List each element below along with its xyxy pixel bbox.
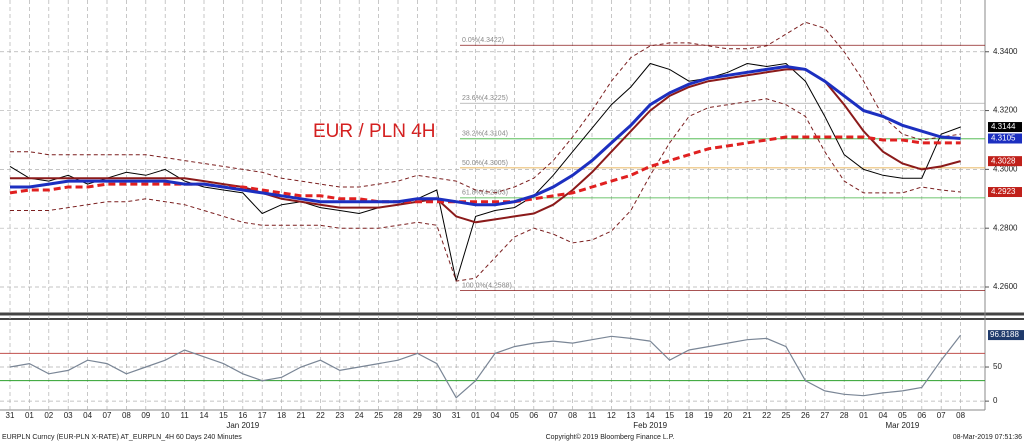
- footer-left: EURPLN Curncy (EUR-PLN X-RATE) AT_EURPLN…: [2, 434, 242, 441]
- y-tick-label: 4.3200: [993, 106, 1018, 115]
- series-line: [10, 64, 961, 207]
- fib-label: 0.0%(4.3422): [462, 37, 504, 44]
- x-tick-label: 18: [277, 411, 286, 420]
- x-tick-label: 28: [840, 411, 849, 420]
- fib-label: 61.8%(4.2903): [462, 190, 508, 197]
- last-value-label: 4.2923: [991, 187, 1016, 196]
- x-tick-label: 24: [355, 411, 364, 420]
- x-tick-label: 17: [258, 411, 267, 420]
- x-tick-label: 03: [64, 411, 73, 420]
- x-tick-label: 05: [898, 411, 907, 420]
- x-tick-label: 06: [529, 411, 538, 420]
- footer-right: 08-Mar-2019 07:51:36: [953, 434, 1022, 441]
- x-tick-label: 04: [879, 411, 888, 420]
- x-tick-label: 01: [471, 411, 480, 420]
- x-tick-label: 08: [568, 411, 577, 420]
- x-tick-label: 11: [588, 411, 597, 420]
- month-label: Feb 2019: [633, 421, 667, 430]
- x-tick-label: 15: [219, 411, 228, 420]
- x-tick-label: 12: [607, 411, 616, 420]
- x-tick-label: 04: [83, 411, 92, 420]
- x-tick-label: 04: [491, 411, 500, 420]
- x-tick-label: 19: [704, 411, 713, 420]
- x-tick-label: 29: [413, 411, 422, 420]
- last-value-box: [988, 330, 1024, 341]
- x-tick-label: 07: [937, 411, 946, 420]
- chart-title: EUR / PLN 4H: [313, 121, 435, 142]
- y-tick-label: 4.3400: [993, 47, 1018, 56]
- x-tick-label: 25: [782, 411, 791, 420]
- x-tick-label: 08: [122, 411, 131, 420]
- x-tick-label: 02: [44, 411, 53, 420]
- x-tick-label: 08: [956, 411, 965, 420]
- last-value-label: 4.3028: [991, 156, 1016, 165]
- x-tick-label: 05: [510, 411, 519, 420]
- x-tick-label: 22: [762, 411, 771, 420]
- x-tick-label: 14: [200, 411, 209, 420]
- y-tick-label: 4.2800: [993, 223, 1018, 232]
- x-tick-label: 16: [238, 411, 247, 420]
- x-tick-label: 31: [452, 411, 461, 420]
- fib-label: 50.0%(4.3005): [462, 160, 508, 167]
- x-tick-label: 15: [665, 411, 674, 420]
- x-tick-label: 25: [374, 411, 383, 420]
- x-tick-label: 23: [335, 411, 344, 420]
- x-tick-label: 07: [549, 411, 558, 420]
- month-label: Mar 2019: [886, 421, 920, 430]
- last-value-label: 96.8188: [990, 330, 1019, 339]
- x-tick-label: 27: [820, 411, 829, 420]
- x-tick-label: 21: [297, 411, 306, 420]
- last-value-label: 4.3144: [991, 122, 1016, 131]
- footer-center: Copyright© 2019 Bloomberg Finance L.P.: [546, 433, 675, 441]
- last-value-box: [988, 122, 1022, 133]
- x-tick-label: 09: [141, 411, 150, 420]
- rsi-line: [9, 334, 962, 399]
- fib-label: 38.2%(4.3104): [462, 131, 508, 138]
- fib-label: 100.0%(4.2588): [462, 282, 512, 289]
- series-line: [9, 62, 961, 282]
- x-tick-label: 28: [394, 411, 403, 420]
- y-tick-label: 4.2600: [993, 282, 1018, 291]
- x-tick-label: 20: [723, 411, 732, 420]
- last-value-box: [988, 187, 1022, 198]
- x-tick-label: 31: [6, 411, 15, 420]
- series-line: [10, 21, 961, 194]
- last-value-box: [988, 133, 1022, 144]
- y-tick-label: 0: [993, 396, 998, 405]
- x-tick-label: 18: [685, 411, 694, 420]
- x-tick-label: 06: [917, 411, 926, 420]
- x-tick-label: 01: [859, 411, 868, 420]
- y-tick-label: 50: [993, 362, 1002, 371]
- x-tick-label: 01: [25, 411, 34, 420]
- x-tick-label: 14: [646, 411, 655, 420]
- x-tick-label: 26: [801, 411, 810, 420]
- y-tick-label: 4.3000: [993, 164, 1018, 173]
- x-tick-label: 13: [626, 411, 635, 420]
- series-line: [9, 135, 961, 204]
- fib-label: 23.6%(4.3225): [462, 95, 508, 102]
- x-tick-label: 30: [432, 411, 441, 420]
- last-value-label: 4.3105: [991, 134, 1016, 143]
- x-tick-label: 22: [316, 411, 325, 420]
- month-label: Jan 2019: [226, 421, 259, 430]
- x-tick-label: 11: [180, 411, 189, 420]
- x-tick-label: 21: [743, 411, 752, 420]
- last-value-box: [988, 156, 1022, 167]
- x-tick-label: 07: [103, 411, 112, 420]
- x-tick-label: 10: [161, 411, 170, 420]
